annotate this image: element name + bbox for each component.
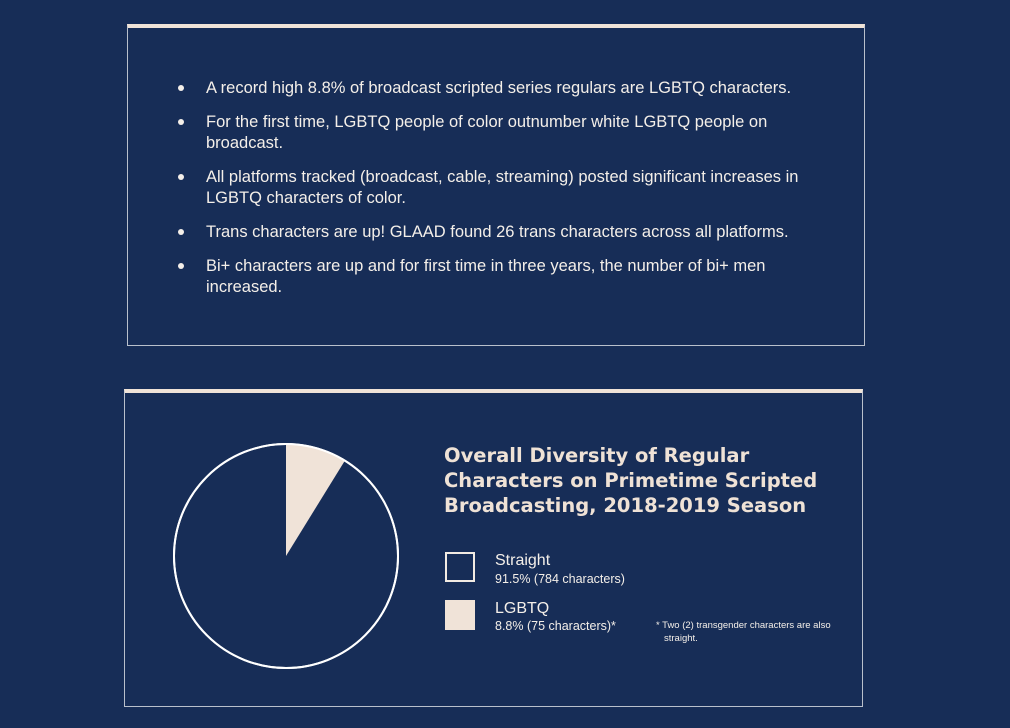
pie-outline: [173, 443, 399, 669]
chart-title: Overall Diversity of Regular Characters …: [444, 444, 818, 517]
highlight-item: A record high 8.8% of broadcast scripted…: [176, 78, 816, 99]
legend-label-straight: Straight: [495, 552, 551, 569]
chart-panel: Overall Diversity of Regular Characters …: [124, 389, 863, 707]
highlights-list: A record high 8.8% of broadcast scripted…: [176, 78, 816, 311]
highlight-item: Trans characters are up! GLAAD found 26 …: [176, 222, 816, 243]
highlights-panel: A record high 8.8% of broadcast scripted…: [127, 24, 865, 346]
legend-swatch-straight: [445, 552, 475, 582]
legend-value-lgbtq: 8.8% (75 characters)*: [495, 619, 616, 633]
chart-footnote: * Two (2) transgender characters are als…: [656, 620, 831, 644]
legend-label-lgbtq: LGBTQ: [495, 600, 550, 617]
pie-chart: [173, 443, 399, 669]
highlight-item: For the first time, LGBTQ people of colo…: [176, 112, 816, 154]
pie-slice-lgbtq: [286, 444, 345, 556]
highlight-item: Bi+ characters are up and for first time…: [176, 256, 816, 298]
legend-value-straight: 91.5% (784 characters): [495, 572, 625, 586]
legend-swatch-lgbtq: [445, 600, 475, 630]
highlight-item: All platforms tracked (broadcast, cable,…: [176, 167, 816, 209]
